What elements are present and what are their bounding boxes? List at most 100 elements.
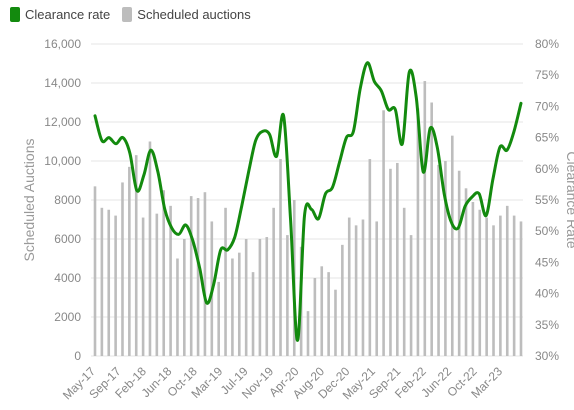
clearance-rate-point [199,268,201,270]
clearance-rate-point [220,249,222,251]
clearance-rate-point [206,302,208,304]
y-axis-title-left: Scheduled Auctions [21,139,37,262]
scheduled-auctions-bar [272,207,275,356]
scheduled-auctions-bar [416,108,420,356]
scheduled-auctions-bar [176,258,179,356]
clearance-rate-point [332,187,334,189]
scheduled-auctions-bar [244,239,248,356]
scheduled-auctions-bar [341,244,344,356]
scheduled-auctions-bar [320,266,324,356]
y-tick-right: 35% [535,318,559,332]
y-tick-left: 16,000 [44,37,81,51]
scheduled-auctions-bar [231,258,234,356]
y-tick-right: 45% [535,255,559,269]
clearance-rate-point [506,149,508,151]
scheduled-auctions-bar [286,235,289,356]
scheduled-auctions-bar [148,141,152,356]
clearance-rate-point [311,209,313,211]
y-tick-right: 50% [535,224,559,238]
clearance-rate-point [422,171,424,173]
clearance-rate-point [185,224,187,226]
clearance-rate-point [394,109,396,111]
scheduled-auctions-bar [450,135,454,356]
clearance-rate-point [262,131,264,133]
clearance-rate-point [360,87,362,89]
scheduled-auctions-bar [327,272,330,356]
y-axis-title-right: Clearance Rate [564,151,574,248]
clearance-rate-point [108,137,110,139]
scheduled-auctions-bar [396,162,399,356]
clearance-rate-point [436,146,438,148]
y-tick-left: 10,000 [44,154,81,168]
clearance-rate-point [227,249,229,251]
clearance-rate-point [346,137,348,139]
y-tick-right: 40% [535,287,559,301]
clearance-rate-point [374,81,376,83]
scheduled-auctions-bar [423,81,427,357]
clearance-rate-point [255,140,257,142]
scheduled-auctions-bar [464,188,468,356]
scheduled-auctions-bar [306,311,310,356]
clearance-rate-point [513,131,515,133]
right-axis-ticks: 30% 35% 40% 45% 50% 55% 60% 65% 70% 75% 80% [535,37,559,363]
scheduled-auctions-bar [457,170,461,356]
scheduled-auctions-bar [203,192,207,356]
y-tick-left: 8000 [54,193,81,207]
clearance-rate-point [325,193,327,195]
scheduled-auctions-bar [134,155,138,356]
scheduled-auctions-bar [361,219,365,356]
scheduled-auctions-bar [258,239,262,356]
scheduled-auctions-bar [347,217,351,356]
clearance-rate-point [304,215,306,217]
scheduled-auctions-bar [251,272,255,356]
clearance-rate-point [143,174,145,176]
legend-swatch-scheduled-auctions [122,6,133,22]
clearance-rate-point [192,240,194,242]
scheduled-auctions-bar [265,237,269,356]
y-tick-right: 65% [535,131,559,145]
clearance-rate-point [136,190,138,192]
x-axis-ticks: May-17Sep-17Feb-18Jun-18Oct-18Mar-19Jul-… [60,364,505,402]
y-tick-left: 6000 [54,232,81,246]
scheduled-auctions-bar [93,186,97,356]
scheduled-auctions-bar [409,235,413,356]
clearance-rate-point [115,143,117,145]
y-tick-left: 4000 [54,271,81,285]
clearance-rate-point [492,177,494,179]
clearance-rate-point [122,137,124,139]
clearance-rate-line [93,61,523,342]
clearance-rate-point [290,218,292,220]
legend-item-scheduled-auctions[interactable]: Scheduled auctions [122,6,251,22]
scheduled-auctions-bar [100,207,104,356]
y-tick-right: 60% [535,162,559,176]
clearance-rate-point [388,109,390,111]
clearance-rate-point [415,96,417,98]
clearance-rate-point [450,221,452,223]
scheduled-auctions-bar [196,198,200,356]
scheduled-auctions-bar [485,217,488,356]
clearance-rate-point [339,162,341,164]
clearance-rate-point [101,140,103,142]
scheduled-auctions-bar [155,213,159,356]
clearance-rate-point [429,127,431,129]
scheduled-auctions-bar [334,289,337,356]
scheduled-auctions-bar [354,225,358,356]
clearance-rate-point [178,234,180,236]
scheduled-auctions-bar [224,207,227,356]
clearance-rate-point [213,283,215,285]
scheduled-auctions-bar [162,190,166,356]
clearance-rate-point [367,62,369,64]
scheduled-auctions-bar [499,215,502,356]
scheduled-auctions-bar [107,209,111,356]
clearance-rate-point [129,152,131,154]
legend-item-clearance-rate[interactable]: Clearance rate [10,6,110,22]
y-tick-left: 12,000 [44,115,81,129]
scheduled-auctions-bar [279,159,282,356]
legend-swatch-clearance-rate [10,6,20,22]
clearance-rate-point [269,134,271,136]
scheduled-auctions-bar [368,159,372,356]
clearance-rate-point [276,156,278,158]
clearance-rate-point [457,227,459,229]
clearance-rate-point [297,340,299,342]
